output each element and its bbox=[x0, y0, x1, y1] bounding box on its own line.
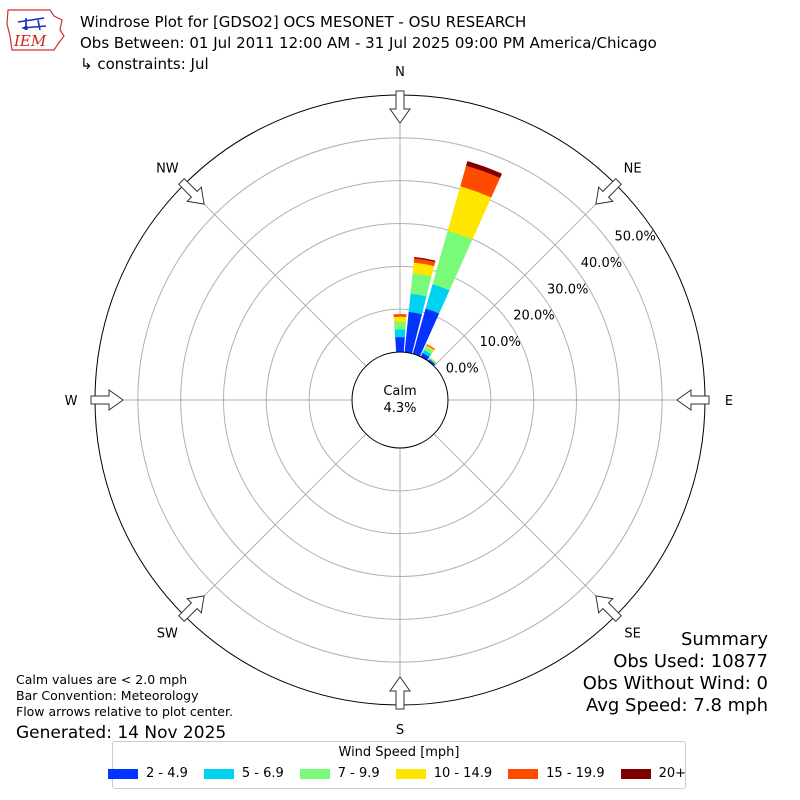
title-line-1: Windrose Plot for [GDSO2] OCS MESONET - … bbox=[80, 13, 527, 31]
legend-item: 2 - 4.9 bbox=[107, 766, 188, 781]
legend-label: 15 - 19.9 bbox=[546, 766, 605, 781]
direction-arrow-icon bbox=[90, 389, 124, 411]
legend-item: 5 - 6.9 bbox=[203, 766, 284, 781]
direction-arrows bbox=[90, 90, 710, 710]
legend-swatch bbox=[620, 768, 651, 779]
direction-arrow-icon bbox=[177, 177, 205, 205]
legend-swatch bbox=[508, 768, 539, 779]
direction-arrow-icon bbox=[389, 676, 411, 710]
legend-label: 2 - 4.9 bbox=[145, 766, 188, 781]
legend: Wind Speed [mph] 2 - 4.9 5 - 6.9 7 - 9.9 10… bbox=[107, 741, 687, 789]
calm-value: 4.3% bbox=[383, 401, 416, 416]
radial-tick-label: 40.0% bbox=[581, 256, 622, 271]
summary-obs-without-wind: Obs Without Wind: 0 bbox=[582, 673, 768, 694]
direction-label: W bbox=[65, 394, 78, 409]
notes: Calm values are < 2.0 mph Bar Convention… bbox=[16, 672, 233, 744]
legend-label: 5 - 6.9 bbox=[241, 766, 284, 781]
radial-tick-labels: 0.0%10.0% 20.0% 30.0% 40.0% 50.0% bbox=[446, 230, 656, 377]
legend-item: 20+ bbox=[620, 766, 687, 781]
legend-title: Wind Speed [mph] bbox=[338, 745, 460, 760]
iem-logo: IEM bbox=[6, 9, 65, 51]
wind-bar-segment bbox=[393, 321, 407, 330]
legend-item: 7 - 9.9 bbox=[299, 766, 380, 781]
summary-obs-used: Obs Used: 10877 bbox=[613, 651, 768, 672]
wind-bar-segment bbox=[429, 357, 437, 364]
radial-tick-label: 30.0% bbox=[547, 282, 588, 297]
radial-tick-label: 20.0% bbox=[513, 309, 554, 324]
direction-label: NE bbox=[624, 161, 642, 176]
direction-arrow-icon bbox=[389, 90, 411, 124]
wind-bar-segment bbox=[426, 344, 436, 351]
direction-label: N bbox=[395, 65, 405, 80]
logo-text: IEM bbox=[13, 32, 47, 50]
legend-swatch bbox=[203, 768, 234, 779]
wind-bar-segment bbox=[414, 256, 436, 263]
summary-avg-speed: Avg Speed: 7.8 mph bbox=[586, 695, 768, 716]
grid-spoke bbox=[183, 433, 367, 617]
wind-bar-segment bbox=[432, 230, 473, 291]
radial-tick-label: 0.0% bbox=[446, 361, 479, 376]
grid-spoke bbox=[433, 433, 617, 617]
direction-label: SW bbox=[157, 627, 178, 642]
legend-swatch bbox=[107, 768, 138, 779]
grid-spoke bbox=[183, 183, 367, 367]
radial-tick-label: 50.0% bbox=[615, 230, 656, 245]
direction-label: NW bbox=[156, 161, 179, 176]
grid-spoke bbox=[433, 183, 617, 367]
wind-bar-segment bbox=[395, 336, 405, 353]
calm-label: Calm bbox=[383, 384, 416, 399]
note-arrows: Flow arrows relative to plot center. bbox=[16, 704, 233, 719]
chart-title: Windrose Plot for [GDSO2] OCS MESONET - … bbox=[80, 12, 657, 75]
wind-bar-segment bbox=[393, 314, 407, 317]
direction-arrow-icon bbox=[177, 595, 205, 623]
generated-date: Generated: 14 Nov 2025 bbox=[16, 723, 227, 743]
direction-label: S bbox=[396, 723, 404, 738]
calm-circle bbox=[351, 351, 449, 449]
legend-label: 7 - 9.9 bbox=[337, 766, 380, 781]
title-line-2: Obs Between: 01 Jul 2011 12:00 AM - 31 J… bbox=[80, 34, 657, 52]
wind-bars bbox=[393, 161, 503, 366]
legend-label: 10 - 14.9 bbox=[433, 766, 493, 781]
radial-tick-label: 10.0% bbox=[480, 335, 521, 350]
note-calm: Calm values are < 2.0 mph bbox=[16, 672, 188, 687]
direction-label: SE bbox=[624, 627, 640, 642]
legend-items: 2 - 4.9 5 - 6.9 7 - 9.9 10 - 14.9 15 - 19.9 2… bbox=[107, 766, 687, 781]
summary: Summary Obs Used: 10877 Obs Without Wind… bbox=[583, 629, 768, 717]
legend-swatch bbox=[299, 768, 330, 779]
wind-bar-segment bbox=[466, 161, 503, 179]
direction-arrow-icon bbox=[595, 177, 623, 205]
direction-arrow-icon bbox=[595, 595, 623, 623]
wind-bar-segment bbox=[408, 293, 427, 315]
summary-title: Summary bbox=[681, 629, 768, 650]
radial-grid bbox=[94, 94, 706, 706]
wind-bar-segment bbox=[394, 329, 406, 338]
legend-item: 10 - 14.9 bbox=[395, 766, 493, 781]
direction-arrow-icon bbox=[676, 389, 710, 411]
legend-label: 20+ bbox=[658, 766, 687, 781]
legend-swatch bbox=[395, 768, 426, 779]
title-line-3: ↳ constraints: Jul bbox=[80, 55, 209, 73]
direction-label: E bbox=[725, 394, 733, 409]
legend-item: 15 - 19.9 bbox=[508, 766, 605, 781]
wind-bar-segment bbox=[410, 272, 432, 297]
note-convention: Bar Convention: Meteorology bbox=[16, 688, 199, 703]
direction-labels: N NE E SE S SW W NW bbox=[65, 65, 734, 738]
wind-bar-segment bbox=[393, 316, 407, 323]
